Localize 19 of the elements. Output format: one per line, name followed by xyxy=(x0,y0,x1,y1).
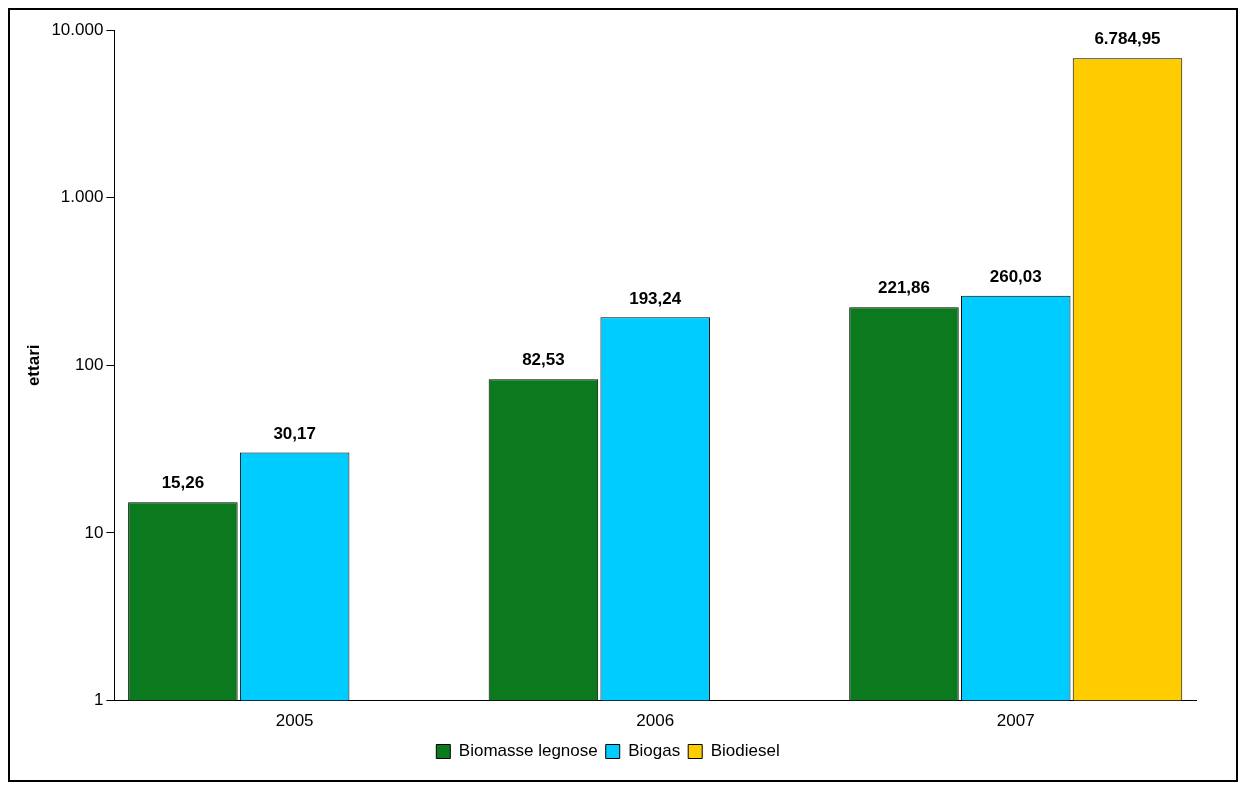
data-label: 221,86 xyxy=(877,278,930,298)
legend-label: Biogas xyxy=(628,741,681,761)
y-tick-label: 100 xyxy=(75,354,104,374)
legend-label: Biomasse legnose xyxy=(458,741,598,761)
y-tick-label: 10.000 xyxy=(51,19,104,39)
data-label: 30,17 xyxy=(273,423,316,443)
data-label: 260,03 xyxy=(989,266,1042,286)
y-tick-label: 1.000 xyxy=(60,187,104,207)
legend-label: Biodiesel xyxy=(710,741,780,761)
data-label: 6.784,95 xyxy=(1094,29,1161,49)
y-axis-title: ettari xyxy=(23,344,43,387)
x-tick-label: 2005 xyxy=(275,711,314,731)
y-tick-label: 1 xyxy=(93,690,104,710)
data-label: 15,26 xyxy=(161,473,205,493)
data-label: 82,53 xyxy=(522,350,565,370)
x-tick-label: 2007 xyxy=(996,711,1035,731)
y-tick-label: 10 xyxy=(84,522,104,542)
data-label: 193,24 xyxy=(629,288,682,308)
x-tick-label: 2006 xyxy=(636,711,675,731)
